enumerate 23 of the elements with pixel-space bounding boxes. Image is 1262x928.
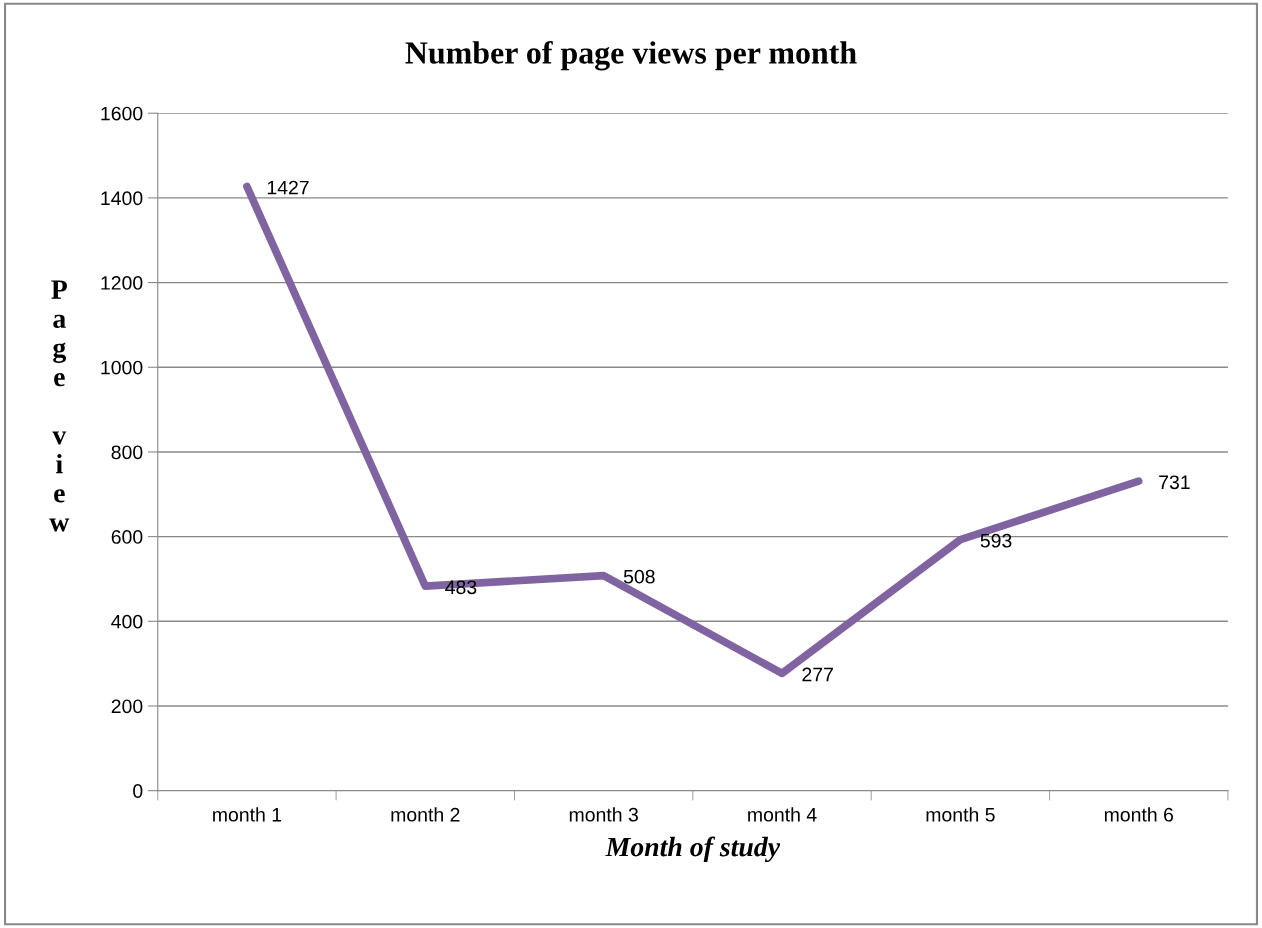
data-label: 1427	[267, 180, 309, 195]
data-label: 277	[802, 667, 833, 682]
data-label: 731	[1159, 475, 1190, 490]
text: Page view	[49, 280, 70, 532]
x-tick-label: month 3	[569, 807, 638, 822]
x-tick-label: month 1	[213, 807, 282, 822]
chart-title: Number of page views per month	[405, 40, 857, 71]
y-tick-label: 1000	[101, 360, 143, 375]
x-tick-label: month 5	[926, 807, 995, 822]
y-tick-label: 200	[111, 699, 143, 714]
x-tick-label: month 4	[748, 807, 817, 822]
x-axis-title: Month of study	[605, 836, 781, 863]
y-tick-label: 600	[111, 530, 143, 544]
y-tick-label: 400	[111, 614, 143, 629]
y-tick-label: 1200	[101, 276, 143, 290]
y-tick-label: 1400	[101, 191, 143, 206]
data-label: 508	[623, 569, 655, 584]
data-label: 593	[980, 533, 1012, 548]
y-tick-label: 0	[133, 784, 143, 798]
y-tick-label: 800	[111, 445, 143, 460]
x-tick-label: month 2	[391, 807, 460, 822]
y-tick-label: 1600	[101, 106, 143, 121]
x-tick-label: month 6	[1104, 807, 1174, 822]
